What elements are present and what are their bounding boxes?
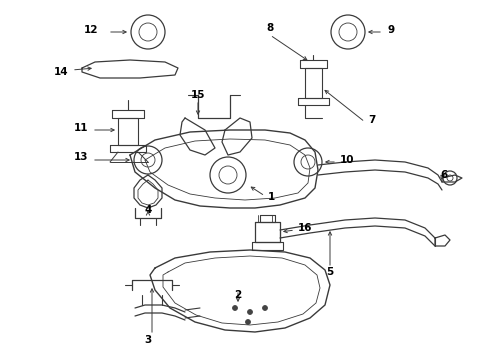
Text: 2: 2 <box>234 290 241 300</box>
Text: 10: 10 <box>339 155 354 165</box>
Text: 14: 14 <box>53 67 68 77</box>
Text: 1: 1 <box>267 192 275 202</box>
Text: 15: 15 <box>190 90 205 100</box>
Text: 6: 6 <box>439 170 447 180</box>
Text: 3: 3 <box>144 335 151 345</box>
Text: 4: 4 <box>144 205 151 215</box>
Text: 9: 9 <box>387 25 394 35</box>
Text: 7: 7 <box>367 115 375 125</box>
Circle shape <box>245 320 250 324</box>
Text: 8: 8 <box>266 23 273 33</box>
Circle shape <box>247 310 252 315</box>
Text: 16: 16 <box>297 223 312 233</box>
Text: 11: 11 <box>73 123 88 133</box>
Text: 13: 13 <box>73 152 88 162</box>
Circle shape <box>232 306 237 310</box>
Text: 12: 12 <box>83 25 98 35</box>
Text: 5: 5 <box>325 267 333 277</box>
Circle shape <box>262 306 267 310</box>
